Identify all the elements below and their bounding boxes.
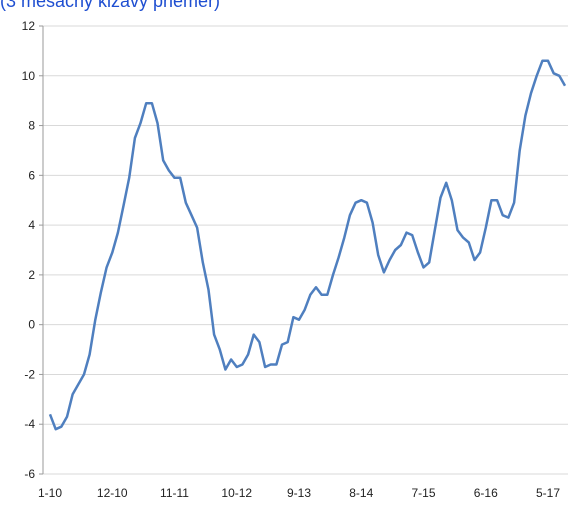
y-tick-label: 12 xyxy=(22,19,36,33)
x-tick-label: 10-12 xyxy=(221,486,252,500)
y-tick-label: 4 xyxy=(28,218,35,232)
x-tick-label: 12-10 xyxy=(97,486,128,500)
x-tick-label: 8-14 xyxy=(349,486,373,500)
x-tick-label: 5-17 xyxy=(536,486,560,500)
y-tick-label: 0 xyxy=(28,318,35,332)
x-tick-label: 9-13 xyxy=(287,486,311,500)
series-line xyxy=(48,59,567,431)
y-tick-label: -2 xyxy=(24,367,35,381)
y-tick-label: 8 xyxy=(28,119,35,133)
chart-title: (3 mesačný kĺzavý priemer) xyxy=(0,0,221,11)
y-tick-label: 2 xyxy=(28,268,35,282)
x-tick-label: 7-15 xyxy=(412,486,436,500)
y-tick-label: 10 xyxy=(22,69,36,83)
y-tick-label: -6 xyxy=(24,467,35,481)
y-tick-label: 6 xyxy=(28,168,35,182)
x-tick-label: 6-16 xyxy=(474,486,498,500)
x-tick-label: 11-11 xyxy=(160,486,189,500)
x-tick-label: 1-10 xyxy=(38,486,62,500)
y-tick-label: -4 xyxy=(24,417,35,431)
